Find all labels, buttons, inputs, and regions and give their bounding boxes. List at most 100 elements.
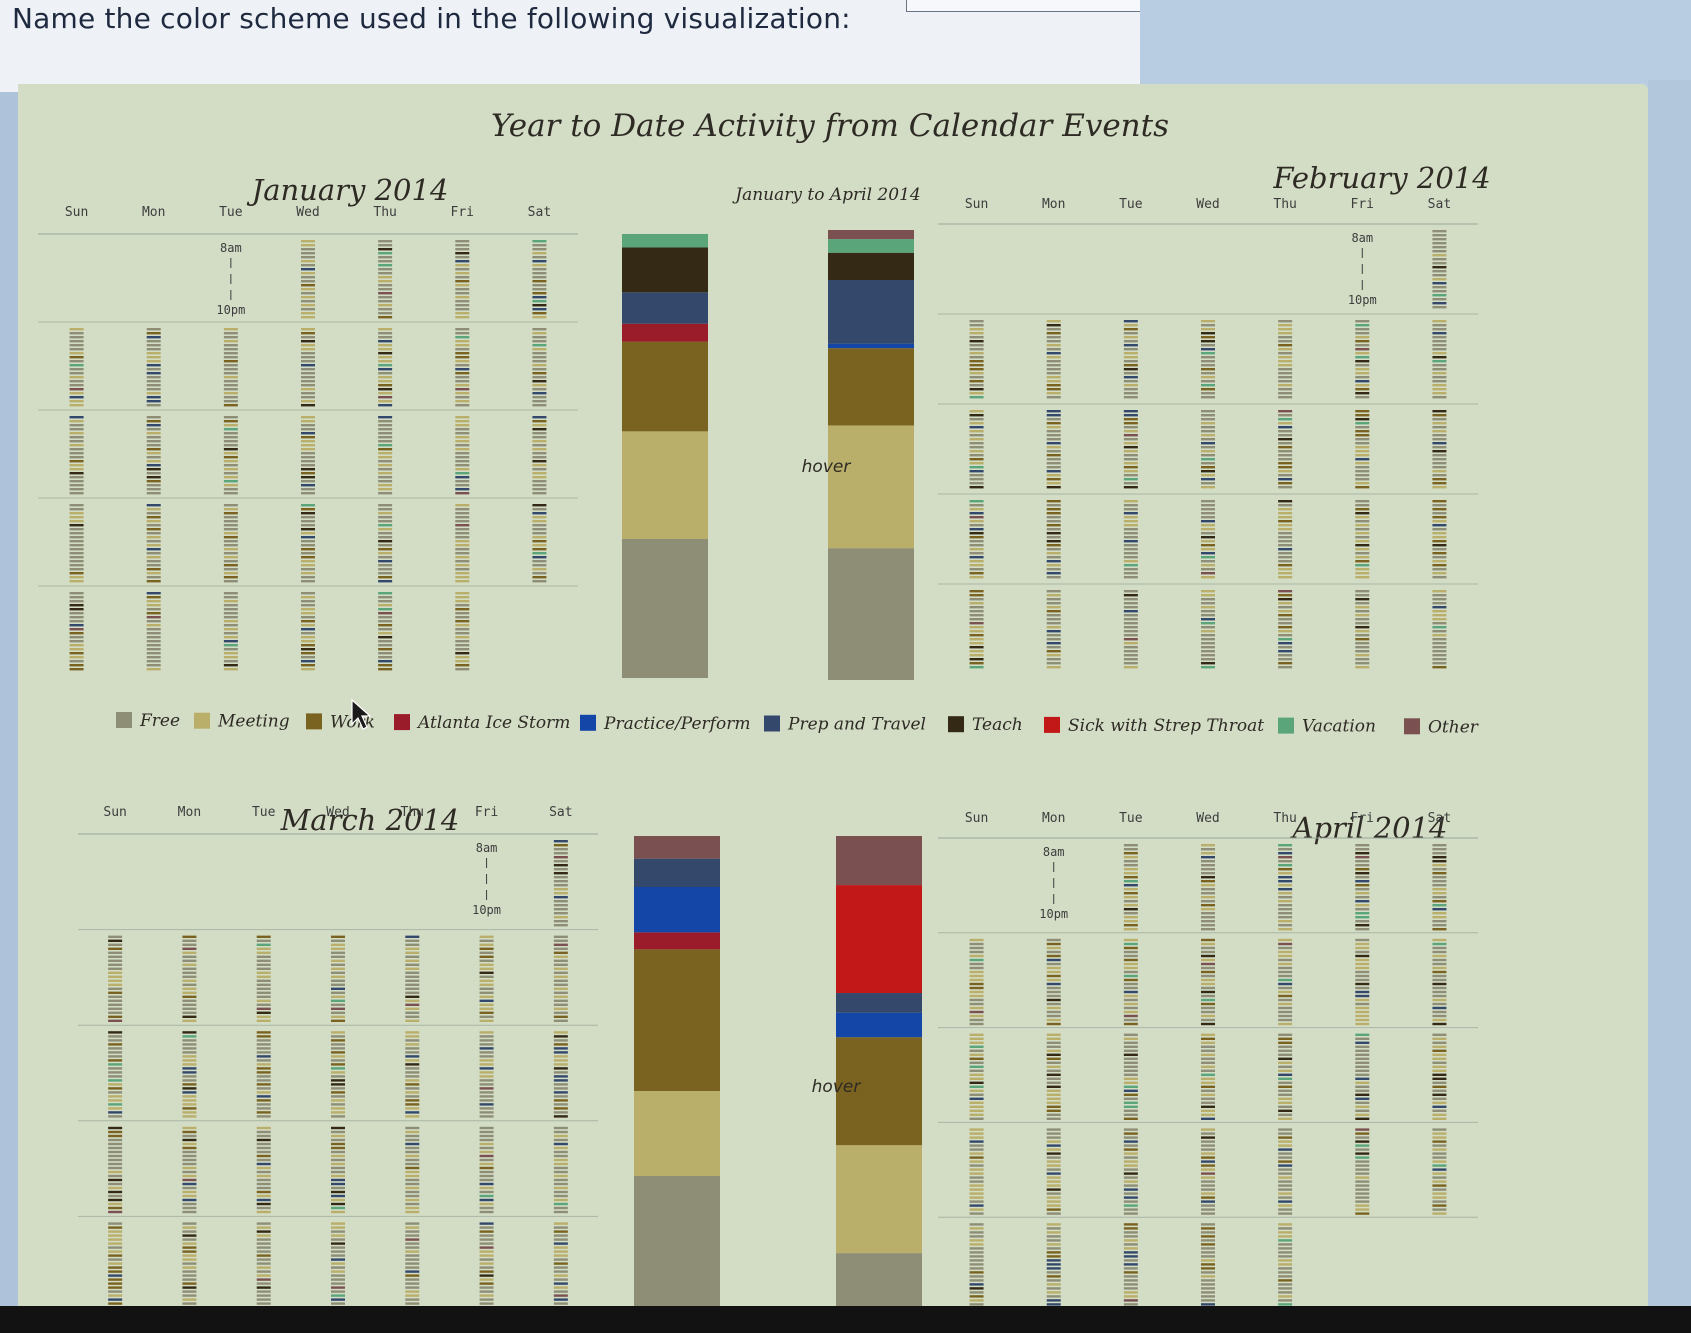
day-cell[interactable]: [1046, 938, 1061, 1026]
stacked-bar-january-2014[interactable]: [622, 234, 708, 678]
day-cell[interactable]: [1355, 844, 1370, 931]
bar-segment-teach[interactable]: [828, 252, 914, 280]
day-cell[interactable]: [331, 935, 345, 1022]
day-cell[interactable]: [378, 504, 393, 583]
day-cell[interactable]: [1432, 590, 1447, 669]
day-cell[interactable]: [301, 328, 315, 407]
stacked-bar-march-2014[interactable]: [634, 836, 720, 1312]
day-cell[interactable]: [405, 1031, 420, 1118]
day-cell[interactable]: [479, 1222, 494, 1309]
day-cell[interactable]: [1123, 938, 1138, 1026]
day-cell[interactable]: [532, 416, 547, 495]
bar-segment-prep-and-travel[interactable]: [836, 993, 922, 1013]
bar-segment-vacation[interactable]: [622, 234, 708, 248]
day-cell[interactable]: [1123, 844, 1138, 931]
day-cell[interactable]: [1355, 938, 1370, 1026]
bar-segment-sick-with-strep-throat[interactable]: [836, 885, 922, 994]
bar-segment-practice-perform[interactable]: [634, 887, 720, 933]
day-cell[interactable]: [301, 416, 315, 495]
day-cell[interactable]: [182, 1031, 197, 1118]
day-cell[interactable]: [969, 938, 984, 1026]
day-cell[interactable]: [108, 935, 123, 1022]
day-cell[interactable]: [553, 1126, 568, 1214]
bar-segment-meeting[interactable]: [634, 1091, 720, 1176]
legend-item-free[interactable]: Free: [116, 711, 180, 731]
day-cell[interactable]: [553, 840, 568, 927]
day-cell[interactable]: [223, 592, 238, 671]
day-cell[interactable]: [553, 1222, 568, 1309]
day-cell[interactable]: [1278, 500, 1293, 579]
day-cell[interactable]: [1046, 590, 1061, 669]
day-cell[interactable]: [969, 590, 984, 669]
day-cell[interactable]: [1355, 500, 1370, 579]
bar-segment-other[interactable]: [836, 836, 922, 886]
day-cell[interactable]: [455, 592, 470, 671]
answer-input[interactable]: [906, 0, 1142, 12]
day-cell[interactable]: [1046, 320, 1061, 399]
day-cell[interactable]: [553, 935, 568, 1022]
day-cell[interactable]: [223, 504, 238, 583]
day-cell[interactable]: [1046, 500, 1061, 579]
bar-segment-meeting[interactable]: [836, 1145, 922, 1254]
day-cell[interactable]: [378, 240, 393, 319]
day-cell[interactable]: [182, 1222, 197, 1309]
day-cell[interactable]: [1046, 410, 1061, 489]
day-cell[interactable]: [223, 416, 238, 495]
day-cell[interactable]: [1278, 1223, 1293, 1310]
day-cell[interactable]: [1432, 1128, 1447, 1215]
day-cell[interactable]: [182, 935, 197, 1022]
day-cell[interactable]: [532, 504, 547, 583]
day-cell[interactable]: [1432, 938, 1447, 1026]
day-cell[interactable]: [1046, 1223, 1061, 1310]
day-cell[interactable]: [1432, 1033, 1447, 1120]
day-cell[interactable]: [1201, 844, 1215, 931]
day-cell[interactable]: [108, 1222, 123, 1309]
day-cell[interactable]: [1046, 1128, 1061, 1215]
day-cell[interactable]: [455, 504, 470, 583]
day-cell[interactable]: [969, 1033, 984, 1120]
day-cell[interactable]: [1278, 938, 1293, 1026]
day-cell[interactable]: [479, 1126, 494, 1214]
day-cell[interactable]: [1201, 1033, 1215, 1120]
day-cell[interactable]: [1355, 410, 1370, 489]
bar-segment-meeting[interactable]: [622, 431, 708, 539]
bar-segment-practice-perform[interactable]: [828, 343, 914, 349]
legend-item-practice-perform[interactable]: Practice/Perform: [580, 714, 750, 734]
day-cell[interactable]: [256, 1126, 271, 1214]
day-cell[interactable]: [1123, 1128, 1138, 1215]
day-cell[interactable]: [1278, 590, 1293, 669]
day-cell[interactable]: [1355, 1033, 1370, 1120]
bar-segment-meeting[interactable]: [828, 425, 914, 549]
day-cell[interactable]: [378, 592, 393, 671]
day-cell[interactable]: [969, 500, 984, 579]
day-cell[interactable]: [479, 935, 494, 1022]
day-cell[interactable]: [331, 1222, 345, 1309]
day-cell[interactable]: [301, 504, 315, 583]
day-cell[interactable]: [1201, 500, 1215, 579]
day-cell[interactable]: [969, 1223, 984, 1310]
legend-item-meeting[interactable]: Meeting: [194, 712, 290, 732]
bar-segment-work[interactable]: [828, 348, 914, 426]
bar-segment-prep-and-travel[interactable]: [622, 292, 708, 324]
day-cell[interactable]: [1278, 320, 1293, 399]
legend-item-other[interactable]: Other: [1404, 717, 1479, 737]
bar-segment-free[interactable]: [836, 1253, 922, 1312]
bar-segment-teach[interactable]: [622, 247, 708, 293]
bar-segment-atlanta-ice-storm[interactable]: [622, 323, 708, 342]
day-cell[interactable]: [1355, 320, 1370, 399]
bar-segment-vacation[interactable]: [828, 239, 914, 253]
day-cell[interactable]: [1432, 320, 1447, 399]
day-cell[interactable]: [1355, 1128, 1370, 1215]
day-cell[interactable]: [256, 1031, 271, 1118]
legend-item-prep-and-travel[interactable]: Prep and Travel: [764, 715, 926, 735]
day-cell[interactable]: [331, 1126, 345, 1214]
day-cell[interactable]: [1432, 500, 1447, 579]
day-cell[interactable]: [223, 328, 238, 407]
legend-item-atlanta-ice-storm[interactable]: Atlanta Ice Storm: [394, 713, 570, 733]
day-cell[interactable]: [1278, 1128, 1293, 1215]
day-cell[interactable]: [108, 1031, 123, 1118]
bar-segment-other[interactable]: [828, 230, 914, 240]
day-cell[interactable]: [108, 1126, 123, 1214]
day-cell[interactable]: [1278, 844, 1293, 931]
day-cell[interactable]: [256, 935, 271, 1022]
